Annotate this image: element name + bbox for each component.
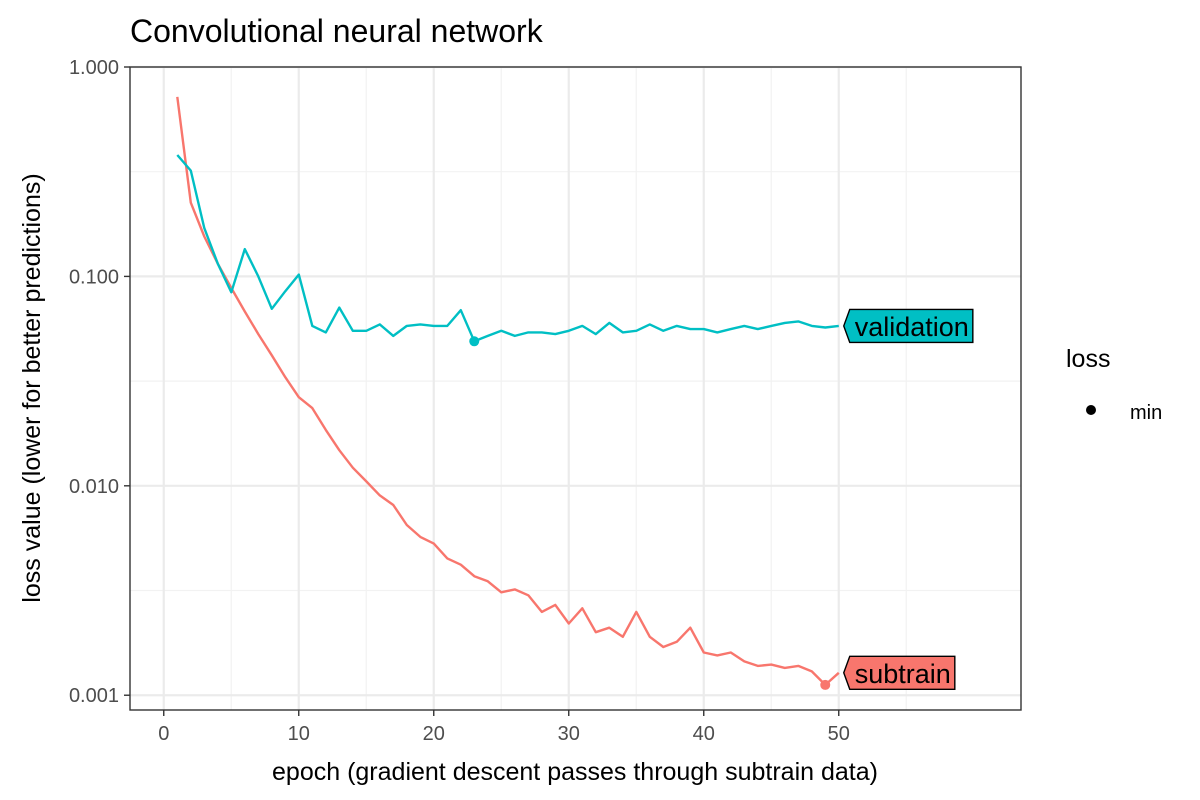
x-tick-label: 10: [288, 723, 310, 745]
x-tick-label: 20: [423, 723, 445, 745]
grid-minor: [130, 67, 1021, 710]
y-tick-label: 0.100: [69, 266, 119, 288]
subtrain-line: [176, 96, 840, 687]
validation-line: [176, 154, 839, 343]
y-axis-title: loss value (lower for better predictions…: [18, 173, 46, 602]
x-axis: 0 10 20 30 40 50: [158, 710, 850, 745]
x-axis-title: epoch (gradient descent passes through s…: [272, 758, 878, 786]
subtrain-end-label: subtrain: [843, 655, 956, 690]
x-tick-label: 0: [158, 723, 169, 745]
y-tick-label: 0.010: [69, 476, 119, 498]
validation-min-point: [469, 336, 480, 347]
plot-background: [130, 67, 1021, 710]
x-tick-label: 50: [828, 723, 850, 745]
chart-title: Convolutional neural network: [130, 13, 544, 49]
subtrain-min-point: [820, 679, 831, 690]
legend-min-marker: [1086, 405, 1096, 415]
validation-end-label: validation: [843, 308, 974, 344]
plot-border: [129, 66, 1022, 711]
y-tick-label: 0.001: [69, 685, 119, 707]
x-tick-label: 40: [693, 723, 715, 745]
legend: loss min: [1066, 345, 1162, 424]
series-layer: subtrain validation: [176, 96, 974, 690]
validation-end-label-box: [843, 308, 974, 344]
legend-min-label: min: [1130, 402, 1162, 424]
legend-title: loss: [1066, 345, 1110, 373]
x-tick-label: 30: [558, 723, 580, 745]
y-axis: 0.001 0.010 0.100 1.000: [69, 57, 130, 707]
subtrain-end-label-box: [843, 655, 956, 690]
validation-end-label-text: validation: [855, 312, 969, 342]
y-tick-label: 1.000: [69, 57, 119, 79]
subtrain-end-label-text: subtrain: [855, 659, 951, 689]
